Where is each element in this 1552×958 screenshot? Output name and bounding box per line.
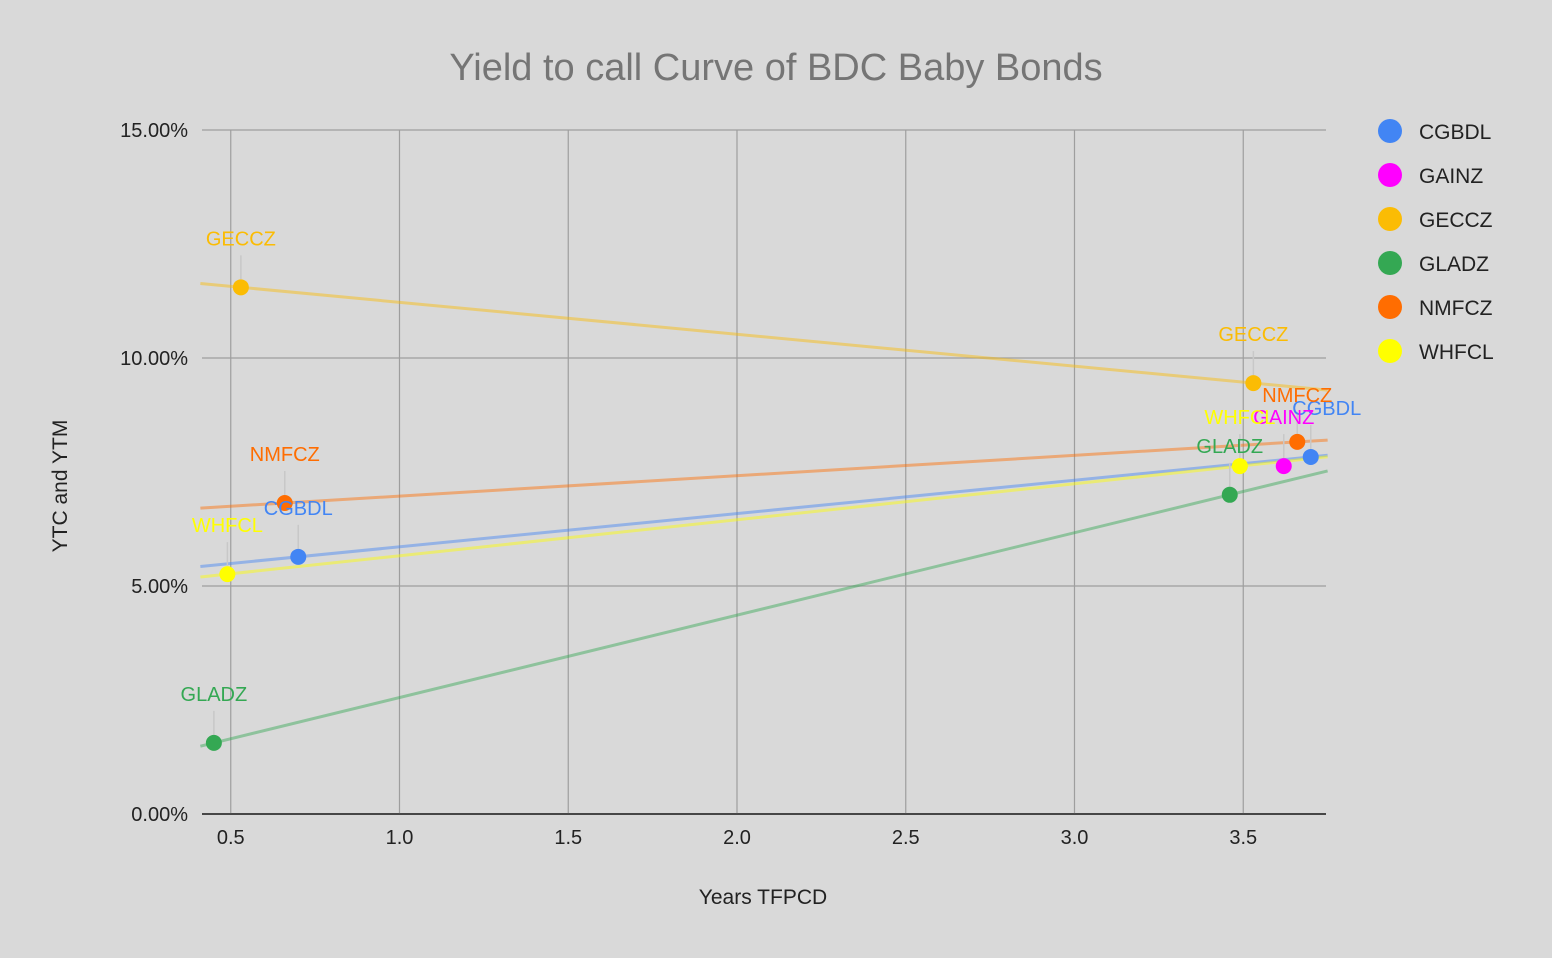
data-point-whfcl bbox=[219, 566, 236, 583]
legend-label: GLADZ bbox=[1419, 253, 1489, 276]
legend-item-gladz: GLADZ bbox=[1378, 251, 1489, 276]
legend-item-whfcl: WHFCL bbox=[1378, 339, 1494, 364]
legend: CGBDL GAINZ GECCZ GLADZ NMFCZ WHFCL bbox=[1378, 119, 1494, 364]
label-leaders bbox=[213, 255, 1312, 735]
point-label: CGBDL bbox=[1292, 398, 1361, 420]
legend-label: GECCZ bbox=[1419, 209, 1493, 232]
chart-title: Yield to call Curve of BDC Baby Bonds bbox=[449, 47, 1102, 89]
data-point-nmfcz bbox=[276, 495, 293, 512]
trendline-cgbdl bbox=[200, 453, 1328, 568]
legend-item-gainz: GAINZ bbox=[1378, 163, 1483, 188]
data-point-gainz bbox=[1275, 458, 1292, 475]
point-label: NMFCZ bbox=[1262, 385, 1332, 407]
legend-label: CGBDL bbox=[1419, 121, 1491, 144]
x-tick: 0.5 bbox=[217, 827, 245, 849]
axis-ticks: 0.00% 5.00% 10.00% 15.00% 0.5 1.0 1.5 2.0 2.5 3.0… bbox=[120, 120, 1257, 849]
legend-swatch bbox=[1378, 207, 1402, 231]
y-axis-label: YTC and YTM bbox=[49, 420, 72, 553]
grid bbox=[202, 129, 1326, 815]
data-point-cgbdl bbox=[1302, 448, 1319, 465]
data-point-geccz bbox=[1245, 375, 1262, 392]
legend-label: GAINZ bbox=[1419, 165, 1483, 188]
x-tick: 3.0 bbox=[1061, 827, 1089, 849]
data-point-whfcl bbox=[1231, 458, 1248, 475]
legend-swatch bbox=[1378, 295, 1402, 319]
y-tick: 0.00% bbox=[131, 804, 188, 826]
legend-item-geccz: GECCZ bbox=[1378, 207, 1493, 232]
point-label: GECCZ bbox=[206, 228, 276, 250]
point-label: CGBDL bbox=[264, 498, 333, 520]
x-axis-label: Years TFPCD bbox=[699, 886, 827, 909]
y-tick: 10.00% bbox=[120, 348, 188, 370]
trendline-gladz bbox=[200, 469, 1328, 748]
trendline-nmfcz bbox=[200, 438, 1328, 510]
data-point-cgbdl bbox=[290, 548, 307, 565]
x-tick: 3.5 bbox=[1229, 827, 1257, 849]
x-tick: 2.0 bbox=[723, 827, 751, 849]
point-label: WHFCL bbox=[1204, 407, 1275, 429]
legend-label: WHFCL bbox=[1419, 341, 1494, 364]
y-tick: 15.00% bbox=[120, 120, 188, 142]
x-tick: 1.5 bbox=[554, 827, 582, 849]
legend-swatch bbox=[1378, 163, 1402, 187]
legend-swatch bbox=[1378, 339, 1402, 363]
data-point-geccz bbox=[232, 279, 249, 296]
data-point-nmfcz bbox=[1289, 433, 1306, 450]
legend-swatch bbox=[1378, 119, 1402, 143]
trendline-whfcl bbox=[200, 455, 1328, 579]
point-label: GLADZ bbox=[1196, 436, 1263, 458]
x-tick: 2.5 bbox=[892, 827, 920, 849]
legend-swatch bbox=[1378, 251, 1402, 275]
point-label: GLADZ bbox=[181, 684, 248, 706]
trendlines bbox=[200, 281, 1328, 748]
data-point-gladz bbox=[1221, 486, 1238, 503]
data-point-gladz bbox=[205, 734, 222, 751]
point-labels: CGBDLCGBDLGAINZGECCZGECCZGLADZGLADZNMFCZ… bbox=[181, 228, 1362, 706]
legend-label: NMFCZ bbox=[1419, 297, 1493, 320]
point-label: GECCZ bbox=[1218, 324, 1288, 346]
point-label: WHFCL bbox=[192, 515, 263, 537]
point-label: GAINZ bbox=[1253, 407, 1314, 429]
point-label: NMFCZ bbox=[250, 444, 320, 466]
x-tick: 1.0 bbox=[386, 827, 414, 849]
legend-item-cgbdl: CGBDL bbox=[1378, 119, 1491, 144]
trendline-geccz bbox=[200, 281, 1328, 392]
legend-item-nmfcz: NMFCZ bbox=[1378, 295, 1493, 320]
y-tick: 5.00% bbox=[131, 576, 188, 598]
data-points bbox=[205, 279, 1319, 751]
